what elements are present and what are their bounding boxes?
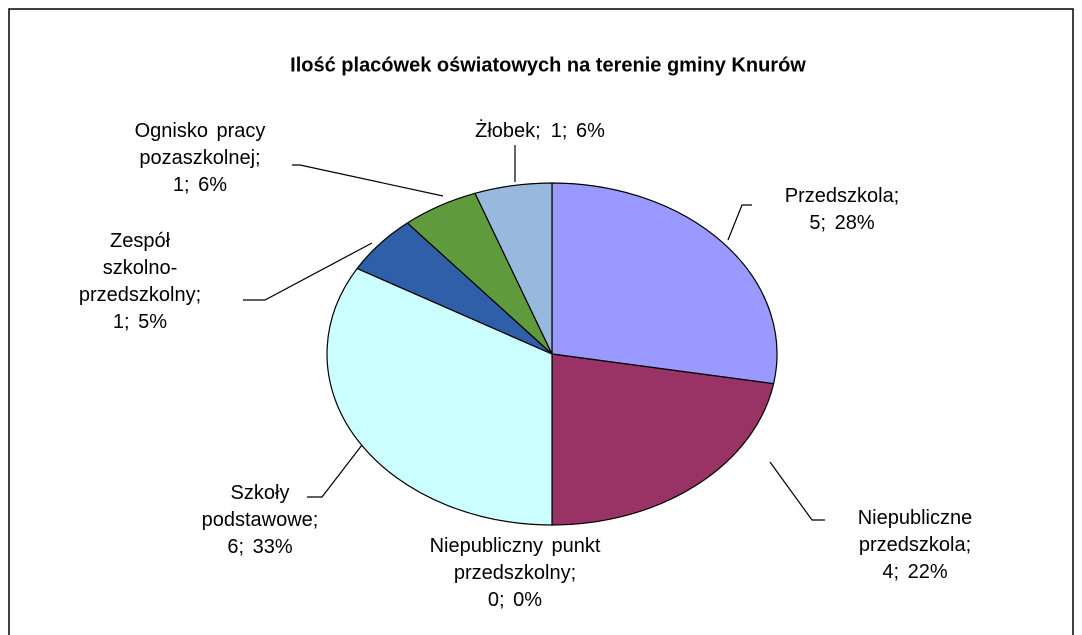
- category-label: Szkoły podstawowe;: [201, 482, 319, 531]
- data-label: Przedszkola; 5; 28%: [742, 183, 942, 237]
- category-label: Niepubliczne przedszkola;: [857, 507, 973, 556]
- value-label: 5; 28%: [809, 212, 875, 234]
- data-label: Żłobek; 1; 6%: [420, 118, 660, 145]
- data-label: Niepubliczny punkt przedszkolny; 0; 0%: [425, 533, 605, 614]
- leader-line: [307, 444, 363, 498]
- category-label: Żłobek;: [475, 120, 541, 142]
- category-label: Zespół szkolno-przedszkolny;: [78, 230, 202, 306]
- data-label: Ognisko pracy pozaszkolnej; 1; 6%: [90, 118, 310, 199]
- chart-title: Ilość placówek oświatowych na terenie gm…: [290, 54, 806, 76]
- value-label: 1; 6%: [550, 120, 605, 142]
- value-label: 1; 5%: [112, 311, 168, 333]
- pie-slice: [551, 182, 778, 385]
- data-label: Niepubliczne przedszkola; 4; 22%: [830, 505, 1000, 586]
- data-label: Szkoły podstawowe; 6; 33%: [195, 480, 325, 561]
- leader-line: [769, 461, 825, 521]
- pie-slice: [326, 267, 553, 526]
- leader-line: [292, 164, 444, 197]
- category-label: Ognisko pracy pozaszkolnej;: [134, 120, 266, 169]
- category-label: Przedszkola;: [784, 185, 900, 207]
- category-label: Niepubliczny punkt przedszkolny;: [429, 535, 601, 584]
- leader-line: [727, 204, 752, 241]
- pie-slice: [551, 353, 775, 526]
- data-label: Zespół szkolno-przedszkolny; 1; 5%: [70, 228, 210, 336]
- leader-line: [243, 242, 373, 301]
- value-label: 0; 0%: [487, 589, 543, 611]
- value-label: 1; 6%: [172, 174, 228, 196]
- leader-lines: [243, 145, 825, 521]
- value-label: 4; 22%: [882, 561, 948, 583]
- pie-slice: [474, 182, 553, 355]
- value-label: 6; 33%: [227, 536, 293, 558]
